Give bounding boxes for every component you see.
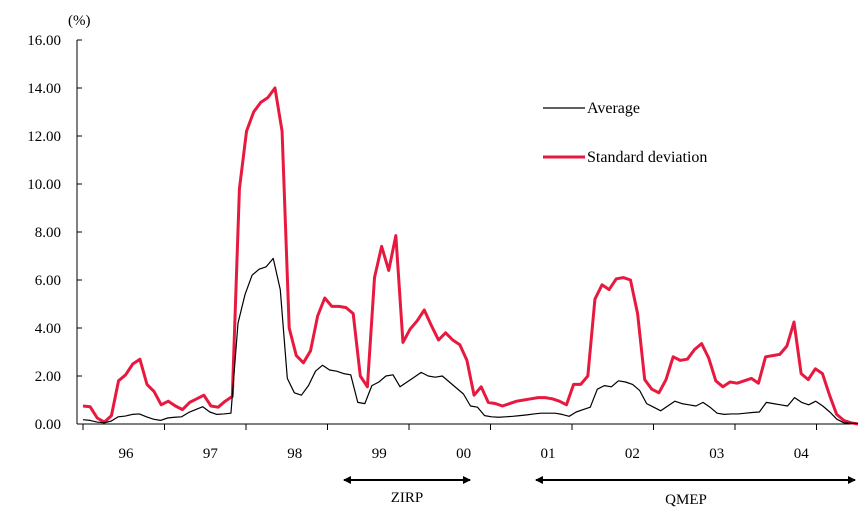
y-unit-label: (%) — [68, 13, 91, 29]
x-tick-label: 02 — [625, 446, 640, 462]
legend-label-average: Average — [587, 100, 640, 117]
series-line-standard-deviation — [82, 86, 859, 426]
annotation-qmep: QMEP — [535, 476, 856, 508]
series-layer — [82, 86, 859, 426]
y-tick-label: 16.00 — [27, 33, 61, 49]
y-tick-label: 12.00 — [27, 129, 61, 145]
y-tick-label: 2.00 — [35, 369, 61, 385]
y-tick-label: 0.00 — [35, 417, 61, 433]
legend: Average Standard deviation — [543, 100, 707, 166]
annotation-zirp: ZIRP — [343, 476, 471, 506]
x-tick-label: 97 — [203, 446, 219, 462]
x-tick-label: 99 — [372, 446, 387, 462]
legend-label-standard-deviation: Standard deviation — [587, 149, 707, 166]
y-tick-label: 10.00 — [27, 177, 61, 193]
zirp-label: ZIRP — [391, 490, 424, 506]
x-tick-label: 00 — [456, 446, 471, 462]
y-tick-label: 8.00 — [35, 225, 61, 241]
y-tick-label: 4.00 — [35, 321, 61, 337]
series-line-average — [82, 257, 859, 425]
y-tick-label: 6.00 — [35, 273, 61, 289]
x-tick-label: 98 — [287, 446, 302, 462]
x-tick-label: 01 — [541, 446, 556, 462]
x-tick-label: 03 — [709, 446, 724, 462]
y-axis: 16.00 14.00 12.00 10.00 8.00 6.00 4.00 2.00 0.00 — [27, 33, 82, 433]
x-tick-label: 04 — [794, 446, 810, 462]
y-tick-label: 14.00 — [27, 81, 61, 97]
x-tick-label: 96 — [119, 446, 135, 462]
qmep-label: QMEP — [665, 492, 707, 508]
x-axis: 96 97 98 99 00 01 02 03 04 — [77, 423, 858, 462]
